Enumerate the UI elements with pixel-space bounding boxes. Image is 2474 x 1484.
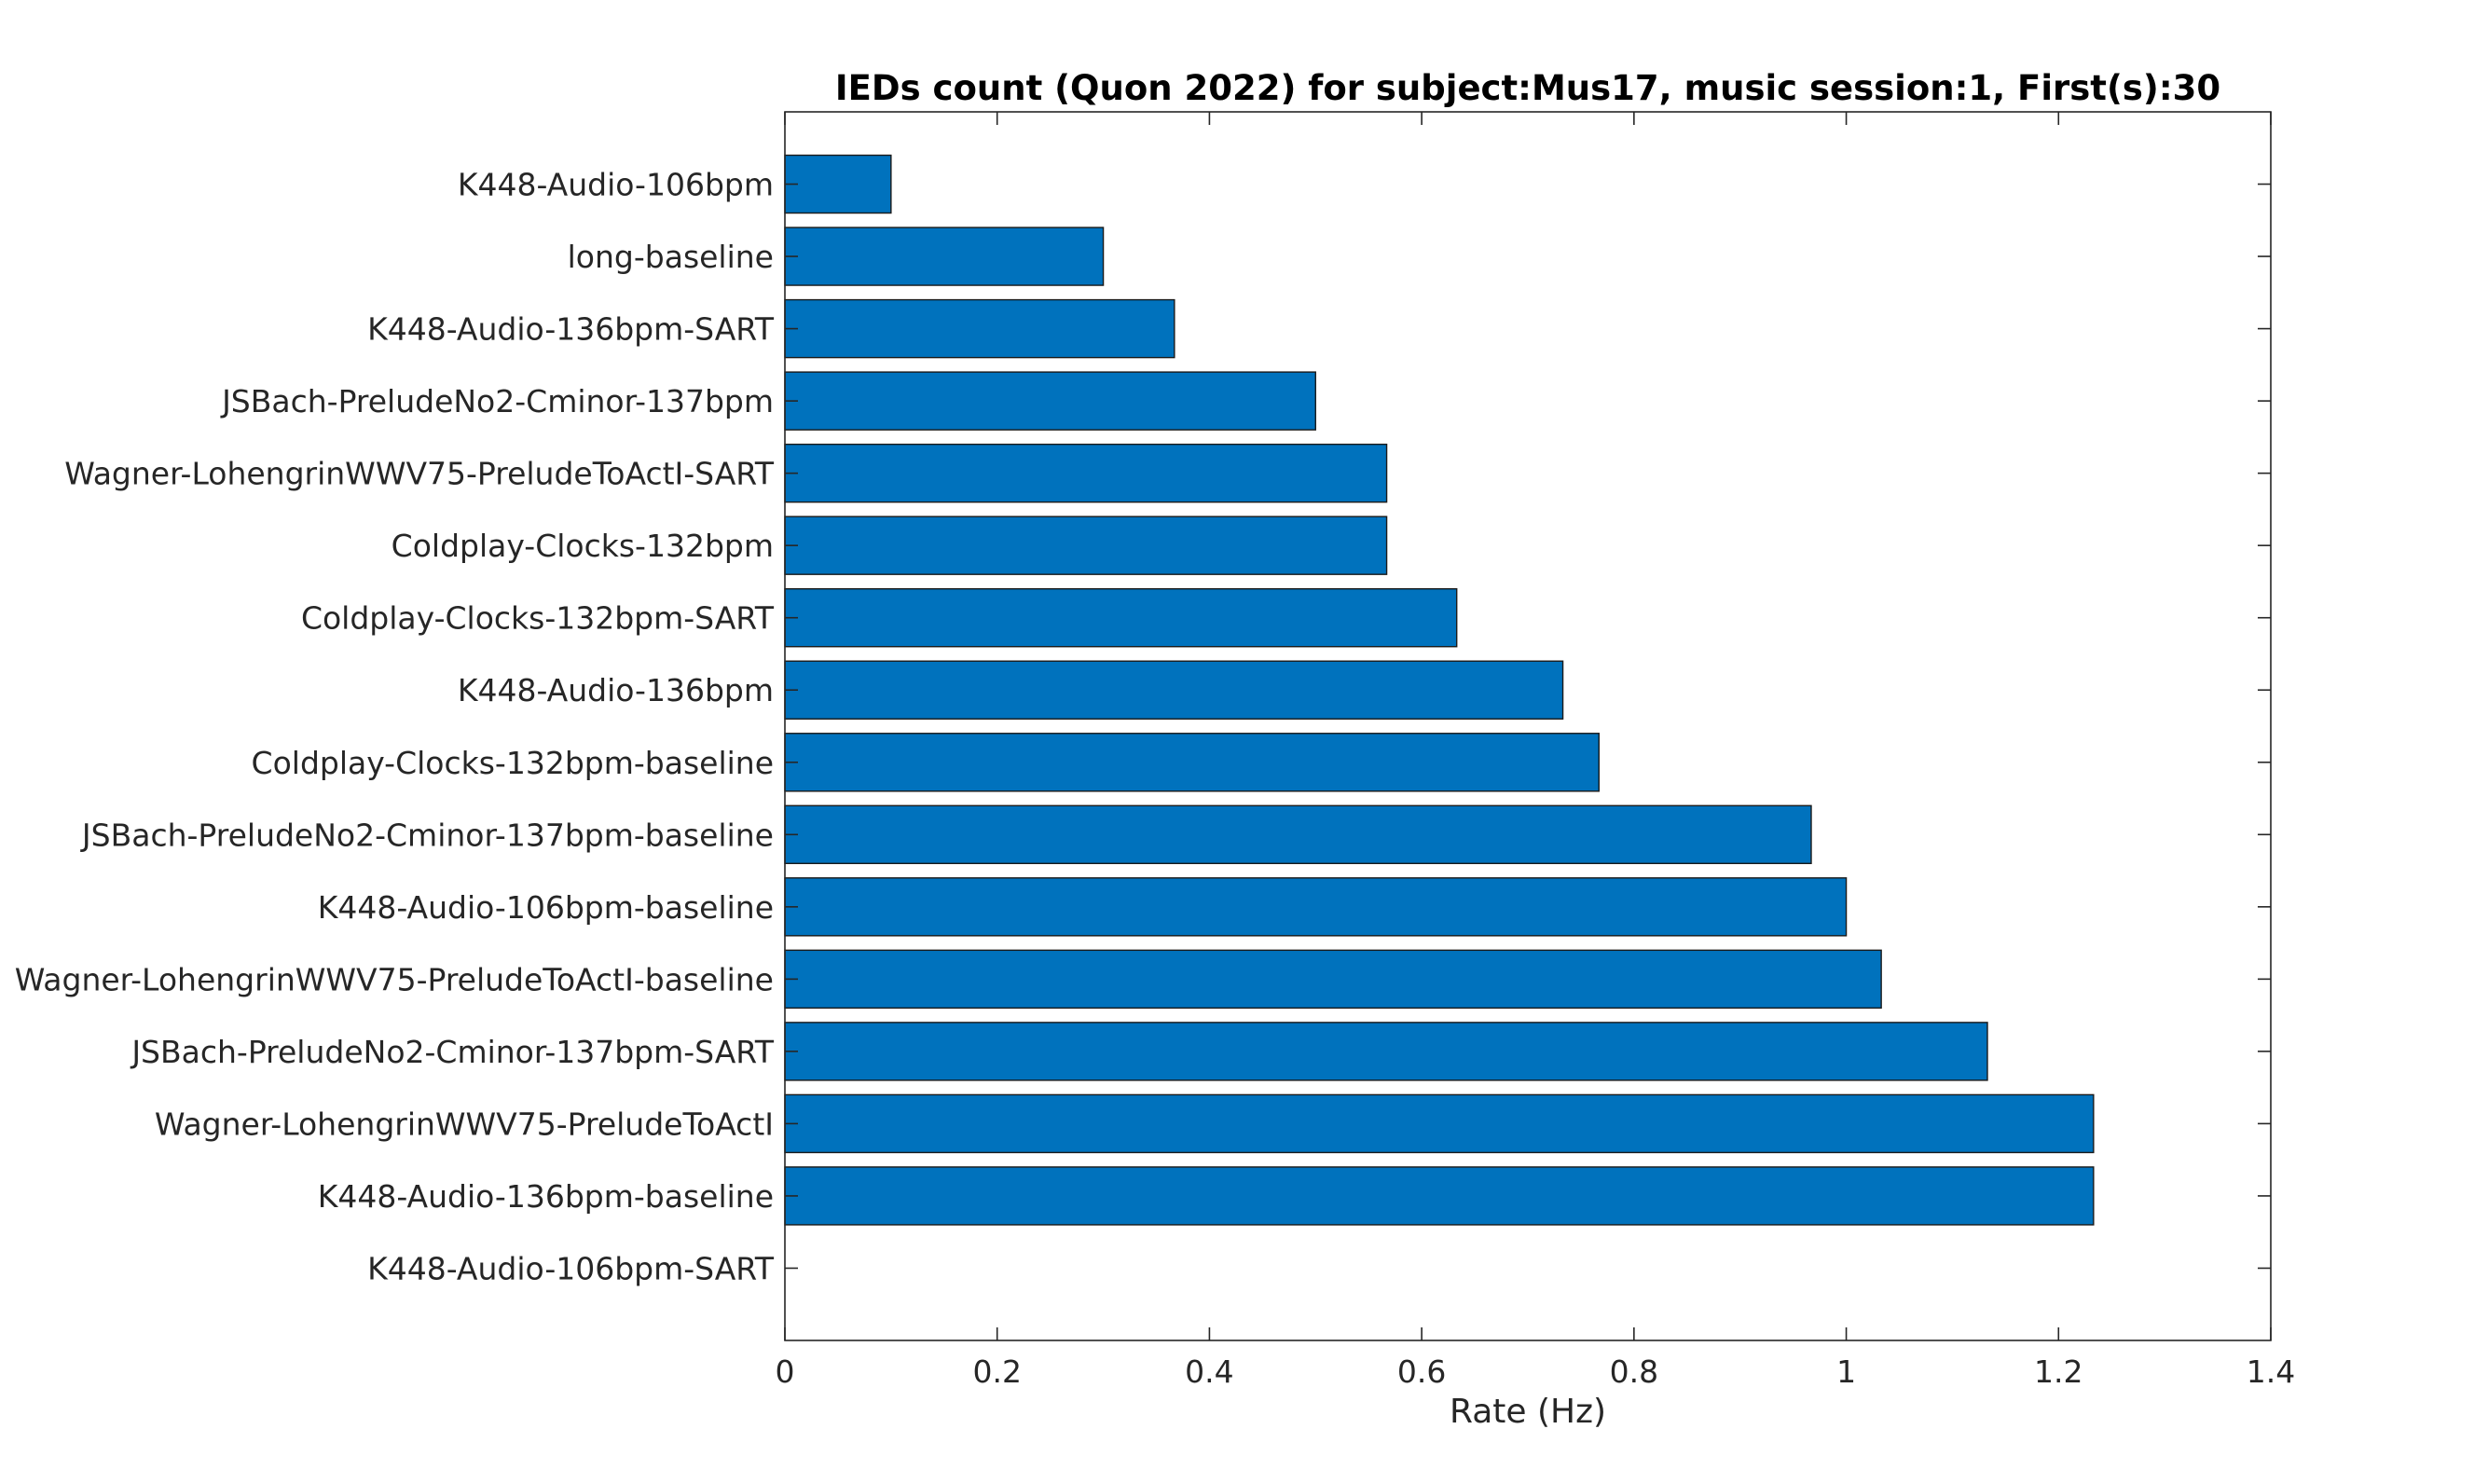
y-tick-label: K448-Audio-136bpm-baseline bbox=[318, 1178, 774, 1215]
bar bbox=[784, 1166, 2095, 1226]
bar bbox=[784, 804, 1812, 865]
y-tick-label: K448-Audio-106bpm bbox=[458, 167, 774, 203]
y-tick-label: long-baseline bbox=[568, 239, 774, 275]
y-tick-label: K448-Audio-106bpm-SART bbox=[367, 1250, 775, 1286]
bar bbox=[784, 660, 1564, 720]
y-tick-label: Coldplay-Clocks-132bpm bbox=[392, 528, 774, 564]
bar bbox=[784, 371, 1316, 431]
x-tick-label: 0.8 bbox=[1610, 1353, 1658, 1390]
bar bbox=[784, 733, 1600, 792]
y-tick-label: Wagner-LohengrinWWV75-PreludeToActI bbox=[155, 1106, 774, 1142]
bar bbox=[784, 443, 1388, 503]
y-tick-label: K448-Audio-106bpm-baseline bbox=[318, 889, 774, 926]
bar bbox=[784, 154, 892, 214]
bar bbox=[784, 298, 1175, 359]
y-tick-label: Coldplay-Clocks-132bpm-baseline bbox=[252, 745, 774, 781]
bar bbox=[784, 515, 1388, 575]
x-axis: 0 0.2 0.4 0.6 0.8 1 1.2 1.4 bbox=[776, 112, 2295, 1390]
y-tick-label: JSBach-PreludeNo2-Cminor-137bpm-SART bbox=[130, 1034, 775, 1070]
bar bbox=[784, 227, 1105, 286]
bar bbox=[784, 1093, 2095, 1154]
y-tick-label: K448-Audio-136bpm-SART bbox=[367, 311, 775, 348]
bar bbox=[784, 1022, 1988, 1081]
x-tick-label: 1 bbox=[1836, 1353, 1856, 1390]
chart-title: IEDs count (Quon 2022) for subject:Mus17… bbox=[835, 68, 2220, 108]
x-tick-label: 1.4 bbox=[2247, 1353, 2295, 1390]
x-tick-label: 0.6 bbox=[1397, 1353, 1446, 1390]
x-tick-label: 0 bbox=[776, 1353, 795, 1390]
plot-frame bbox=[784, 111, 2272, 1341]
bar bbox=[784, 877, 1848, 937]
x-tick-label: 0.4 bbox=[1185, 1353, 1233, 1390]
bar-group bbox=[784, 154, 2095, 1226]
bar bbox=[784, 949, 1882, 1010]
x-axis-label: Rate (Hz) bbox=[1450, 1393, 1606, 1431]
y-tick-label: JSBach-PreludeNo2-Cminor-137bpm bbox=[220, 383, 774, 419]
y-tick-label: JSBach-PreludeNo2-Cminor-137bpm-baseline bbox=[80, 817, 774, 853]
y-axis: K448-Audio-106bpm long-baseline K448-Audio… bbox=[15, 167, 2271, 1286]
y-tick-label: Wagner-LohengrinWWV75-PreludeToActI-SART bbox=[64, 456, 775, 492]
y-tick-label: Wagner-LohengrinWWV75-PreludeToActI-base… bbox=[15, 961, 774, 997]
y-tick-label: Coldplay-Clocks-132bpm-SART bbox=[301, 600, 775, 637]
x-tick-label: 0.2 bbox=[972, 1353, 1021, 1390]
x-tick-label: 1.2 bbox=[2034, 1353, 2082, 1390]
bar bbox=[784, 587, 1458, 648]
y-tick-label: K448-Audio-136bpm bbox=[458, 672, 774, 708]
